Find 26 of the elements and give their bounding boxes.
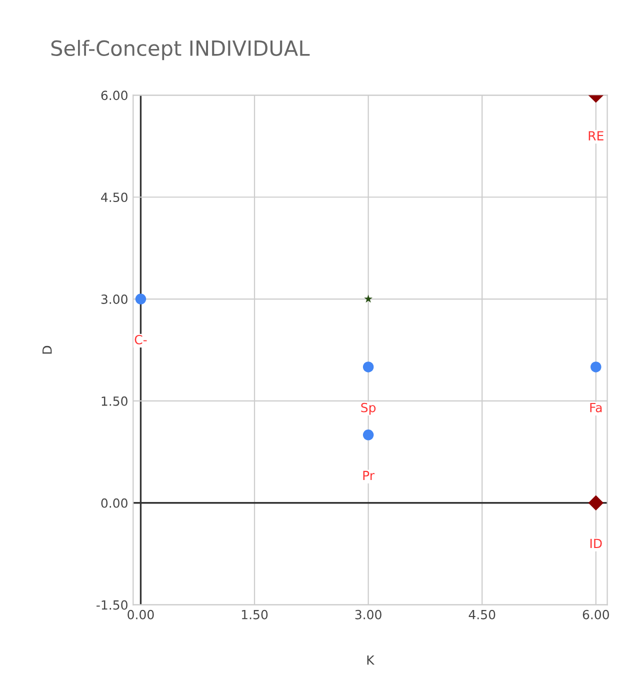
annotation: RE bbox=[588, 131, 604, 140]
annotation: Pr bbox=[363, 470, 375, 480]
y-tick-label: 0.00 bbox=[101, 498, 128, 508]
y-axis-title: D bbox=[42, 346, 52, 354]
annotation: C- bbox=[134, 334, 147, 344]
annotation: Sp bbox=[361, 402, 376, 415]
y-tick-label: -1.50 bbox=[96, 600, 128, 610]
annotation: Fa bbox=[590, 402, 602, 412]
y-tick-label: 1.50 bbox=[102, 396, 128, 406]
x-axis-title: K bbox=[367, 655, 375, 665]
x-tick-label: 4.50 bbox=[468, 610, 496, 620]
y-tick-label: 6.00 bbox=[101, 90, 128, 100]
y-tick-label: 4.50 bbox=[101, 192, 128, 202]
point bbox=[362, 430, 374, 440]
chart-title: Self-Concept INDIVIDUAL bbox=[51, 40, 310, 60]
annotation: ID bbox=[590, 538, 602, 548]
point bbox=[362, 362, 374, 372]
point bbox=[364, 294, 372, 303]
x-tick-label: 0.00 bbox=[128, 610, 154, 620]
point bbox=[590, 362, 602, 372]
x-tick-label: 1.50 bbox=[242, 610, 268, 620]
x-tick-label: 6.00 bbox=[582, 610, 609, 620]
x-tick-label: 3.00 bbox=[355, 610, 382, 620]
point bbox=[588, 495, 604, 510]
point bbox=[135, 294, 146, 304]
y-tick-label: 3.00 bbox=[101, 294, 128, 304]
